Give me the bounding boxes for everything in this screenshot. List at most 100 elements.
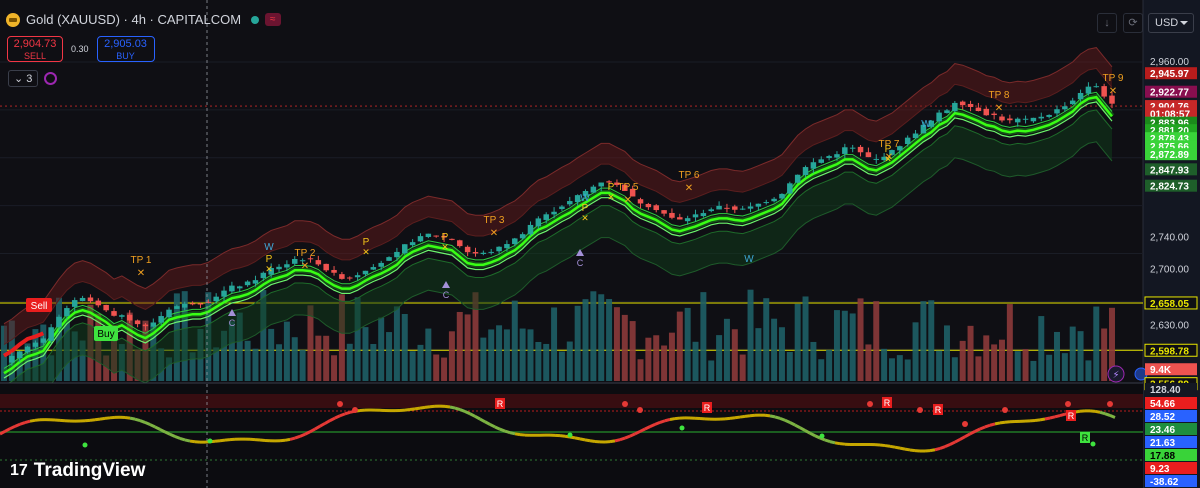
- candle: [1038, 116, 1045, 119]
- osc-dot: [1002, 407, 1008, 413]
- candle: [1069, 100, 1076, 105]
- buy-button[interactable]: 2,905.03 BUY: [96, 36, 155, 62]
- candle: [959, 101, 966, 106]
- oscillator-segment: [739, 414, 746, 419]
- candle: [582, 190, 589, 196]
- osc-dot: [567, 432, 573, 438]
- candle: [292, 259, 298, 264]
- oscillator-segment: [1109, 414, 1116, 419]
- volume-bar: [331, 355, 338, 381]
- volume-bar: [488, 329, 495, 381]
- price-tag-label: 9.4K: [1150, 365, 1172, 376]
- volume-bar: [810, 341, 817, 381]
- oscillator-segment: [499, 427, 506, 433]
- volume-bar: [1069, 326, 1076, 381]
- tp-x-icon: ✕: [301, 261, 309, 272]
- sync-icon[interactable]: [44, 72, 58, 85]
- candle: [402, 244, 408, 254]
- sell-signal-box: [26, 298, 52, 312]
- volume-bar: [700, 292, 707, 381]
- r-signal-box: [882, 397, 892, 408]
- candle: [677, 217, 683, 220]
- refresh-icon[interactable]: ⟳: [1123, 13, 1143, 33]
- candle: [354, 275, 361, 278]
- volume-bar: [519, 328, 526, 381]
- r-signal-box: [1066, 410, 1076, 421]
- symbol-title: Gold (XAUUSD) · 4h · CAPITALCOM: [26, 12, 242, 27]
- tp-label: TP 8: [989, 90, 1010, 101]
- oscillator-segment: [789, 421, 796, 427]
- volume-bar: [833, 310, 840, 381]
- osc-dot: [1090, 441, 1096, 447]
- candle: [307, 258, 314, 260]
- volume-bar: [684, 307, 691, 381]
- market-open-dot-icon: [251, 15, 260, 24]
- upper-band-line-2: [3, 67, 1113, 345]
- approx-icon: ≈: [265, 13, 281, 26]
- volume-bar: [299, 349, 306, 381]
- oscillator-segment: [339, 412, 346, 418]
- oscillator-segment: [829, 440, 836, 445]
- candle: [417, 236, 424, 242]
- oscillator-segment: [159, 428, 166, 434]
- volume-bar: [1085, 360, 1092, 381]
- oscillator-segment: [494, 425, 501, 431]
- osc-dot: [962, 421, 968, 427]
- volume-bar: [865, 344, 872, 381]
- x-icon: ✕: [265, 264, 273, 274]
- download-icon[interactable]: ↓: [1097, 13, 1117, 33]
- candle: [158, 316, 164, 323]
- volume-bar: [362, 327, 369, 381]
- price-tag-label: 2,881.20: [1150, 126, 1189, 137]
- osc-dot: [622, 401, 628, 407]
- oscillator-segment: [1039, 417, 1046, 422]
- volume-bar: [472, 292, 479, 381]
- price-tag-label: 2,883.96: [1150, 119, 1189, 130]
- oscillator-segment: [654, 420, 661, 426]
- candle: [449, 238, 455, 240]
- osc-tag: [1145, 436, 1197, 448]
- candle: [111, 311, 117, 316]
- volume-bar: [566, 341, 573, 381]
- oscillator-segment: [184, 438, 191, 443]
- volume-bar: [951, 357, 958, 381]
- oscillator-segment: [224, 438, 231, 442]
- currency-select[interactable]: USD: [1148, 13, 1194, 33]
- tradingview-logo-icon: 17: [10, 462, 28, 479]
- price-tag-label: 2,922.77: [1150, 88, 1189, 99]
- candle: [543, 214, 549, 220]
- price-tag-label: 2,872.89: [1150, 150, 1189, 161]
- oscillator-segment: [734, 415, 741, 420]
- candle: [142, 324, 149, 327]
- oscillator-segment: [444, 404, 451, 409]
- candle: [818, 159, 824, 163]
- candle: [904, 137, 911, 145]
- candle: [276, 266, 282, 270]
- candle: [48, 327, 54, 341]
- volume-bar: [260, 290, 267, 381]
- candle: [1054, 109, 1060, 114]
- oscillator-segment: [154, 425, 161, 431]
- candle: [834, 154, 840, 158]
- oscillator-segment: [304, 430, 311, 436]
- x-icon: ✕: [607, 192, 615, 202]
- volume-bar: [755, 328, 762, 381]
- candle: [40, 338, 47, 343]
- oscillator-segment: [324, 419, 331, 425]
- price-tick-label: 2,960.00: [1150, 57, 1189, 68]
- candle: [339, 274, 345, 279]
- candle: [779, 193, 785, 199]
- candle: [425, 233, 432, 237]
- sell-button[interactable]: 2,904.73 SELL: [7, 36, 63, 62]
- tp-x-icon: ✕: [1109, 86, 1117, 97]
- x-icon: ✕: [884, 154, 892, 164]
- indicators-collapse-button[interactable]: ⌄ 3: [8, 70, 39, 87]
- volume-bar: [252, 348, 259, 381]
- volume-bar: [276, 344, 283, 381]
- oscillator-segment: [169, 432, 176, 438]
- osc-dot: [867, 401, 873, 407]
- candle: [1007, 118, 1013, 121]
- symbol-header[interactable]: Gold (XAUUSD) · 4h · CAPITALCOM ≈: [6, 12, 281, 27]
- volume-bar: [786, 351, 793, 381]
